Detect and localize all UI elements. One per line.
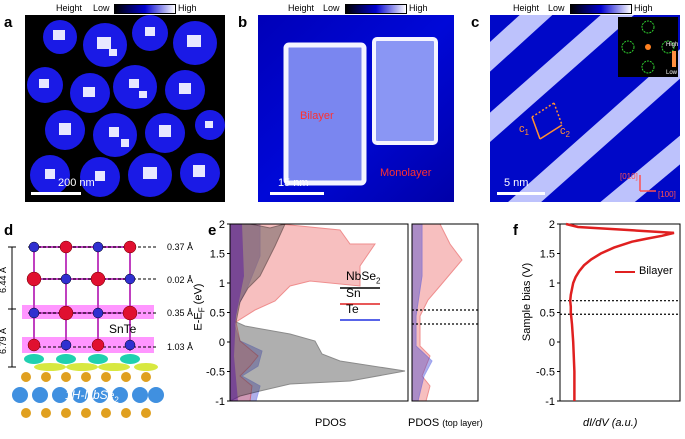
panel-a-cbar-low: Low [93,3,110,13]
panel-e-xlabel: PDOS [315,417,347,429]
panel-f-ylabel: Sample bias (V) [521,262,534,342]
panel-d-nbse-label: 1H-NbSe2 [65,388,119,405]
panel-b-scale-label: 15 nm [278,177,309,189]
panel-b-bilayer-label: Bilayer [300,110,334,122]
panel-b-colorbar [345,4,407,14]
panel-e-chart: -1 -0.5 0 0.5 1 1.5 2 [206,219,479,408]
panel-c-c2-label: c2 [560,125,570,140]
y-tick-label: 0.5 [210,308,225,320]
panel-b-letter: b [238,14,248,31]
panel-f-xlabel: dI/dV (a.u.) [583,417,638,429]
panel-d-dist1: 6.44 Å [0,267,9,294]
panel-a-image [25,15,225,202]
panel-c-c1-label: c1 [519,123,529,138]
y-tick-label: 2 [549,219,555,231]
panel-b-scalebar [270,192,324,195]
y-tick-label: 1 [549,278,555,290]
y-tick-label: -1 [215,396,225,408]
panel-d-structure [8,240,164,418]
panel-b-image [258,15,454,202]
panel-b-cbar-low: Low [323,3,340,13]
panel-c-inset-high: High [666,42,679,48]
y-tick-label: 1 [219,278,225,290]
panel-e-legend-nbse2: NbSe2 [346,269,381,286]
bilayer-series-line [565,222,675,401]
panel-c-scalebar [497,192,545,195]
panel-e-letter: e [208,222,217,239]
panel-e-ylabel: E-EF (eV) [192,283,207,331]
panel-a-cbar-title: Height [56,3,83,13]
panel-a-scale-label: 200 nm [58,177,95,189]
panel-f-chart: -1 -0.5 0 0.5 1 1.5 2 [536,219,681,408]
panel-b-cbar-title: Height [288,3,315,13]
panel-f-letter: f [513,222,518,239]
panel-c-dir-100: [100] [658,190,676,199]
panel-f-legend: Bilayer [639,265,673,277]
panel-c-scale-label: 5 nm [504,177,529,189]
panel-c-image [490,15,680,202]
panel-c-cbar-low: Low [548,3,565,13]
panel-c-letter: c [471,14,480,31]
y-tick-label: -0.5 [206,367,225,379]
panel-c-colorbar [570,4,632,14]
panel-a-cbar-high: High [178,3,197,13]
panel-b-cbar-high: High [409,3,428,13]
panel-c-inset-low: Low [666,70,678,76]
y-tick-label: 1.5 [540,249,555,261]
y-tick-label: 0.5 [540,308,555,320]
y-tick-label: 0 [219,337,225,349]
panel-a-colorbar [114,4,176,14]
panel-d-r3: 0.35 Å [167,308,194,318]
y-tick-label: -0.5 [536,367,555,379]
y-tick-label: -1 [545,396,555,408]
panel-c-cbar-title: Height [513,3,540,13]
panel-d-r4: 1.03 Å [167,342,194,352]
panel-c-cbar-high: High [634,3,653,13]
y-tick-label: 0 [549,337,555,349]
panel-b-monolayer-label: Monolayer [380,167,432,179]
panel-d-letter: d [4,222,14,239]
panel-a-letter: a [4,14,13,31]
panel-e-xlabel2: PDOS (top layer) [408,417,483,429]
panel-c-dir-010: [010] [620,172,638,181]
panel-e-legend-sn: Sn [346,286,361,300]
y-tick-label: 1.5 [210,249,225,261]
y-tick-label: 2 [219,219,225,231]
panel-d-dist2: 6.79 Å [0,328,9,355]
panel-d-snte-label: SnTe [109,322,137,336]
panel-d-r1: 0.37 Å [167,242,194,252]
panel-a-scalebar [31,192,81,195]
panel-d-r2: 0.02 Å [167,275,194,285]
panel-e-legend-te: Te [346,302,359,316]
